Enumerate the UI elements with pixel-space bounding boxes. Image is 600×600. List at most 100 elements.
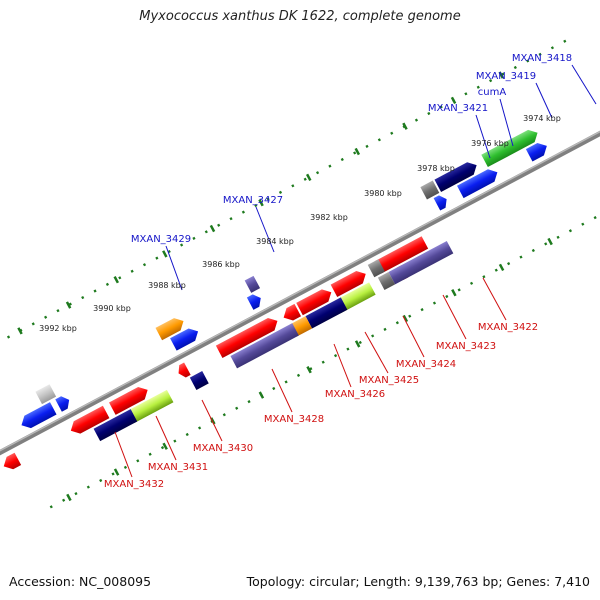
ruler-dot (68, 302, 72, 306)
gene-arrow-shape (371, 236, 429, 274)
ruler-dot (86, 485, 90, 489)
gene-left-grey (35, 384, 57, 405)
gene-mxan-3428-b (230, 323, 299, 369)
gene-blue-b (433, 195, 447, 211)
ruler-dot (118, 276, 122, 280)
ruler-dot (173, 439, 177, 443)
backbone-highlight (0, 130, 600, 452)
ruler-dot (56, 309, 60, 313)
ruler-label: 3978 kbp (417, 164, 455, 173)
ruler-dot (358, 340, 362, 345)
ruler-dot (99, 478, 103, 483)
ruler-tick (306, 366, 312, 374)
ruler-dot (395, 321, 399, 325)
gene-mxan-3428 (215, 317, 278, 359)
ruler-tick (305, 173, 312, 182)
ruler-dot (303, 177, 307, 181)
ruler-ticks (6, 39, 597, 509)
gene-mxan-3425-b (305, 297, 348, 329)
ruler-label: 3976 kbp (471, 139, 509, 148)
ruler-tick (498, 71, 504, 79)
leader-line (535, 82, 553, 119)
gene-mxan-3421 (420, 180, 440, 200)
ruler-dot (556, 235, 560, 239)
ruler-tick (547, 237, 553, 246)
ruler-tick (66, 493, 72, 502)
gene-mxan-3422-b (388, 241, 454, 285)
gene-label-top: MXAN_3418 (512, 53, 572, 64)
gene-arrow-shape (155, 318, 184, 341)
gene-label-top: cumA (478, 87, 507, 98)
ruler-dot (544, 242, 548, 246)
gene-mxan-3431-b (128, 389, 174, 423)
ruler-tick (402, 122, 408, 130)
leader-line (155, 415, 177, 461)
leader-line (364, 331, 389, 374)
gene-mxan-3425 (296, 289, 332, 316)
gene-arrow-shape (35, 384, 57, 405)
ruler-dot (390, 131, 394, 135)
ruler-dot (296, 373, 301, 377)
ruler-tick (17, 327, 23, 335)
leader-line (255, 206, 275, 253)
ruler-dot (439, 105, 443, 109)
ruler-tick (162, 250, 168, 258)
ruler-dot (180, 243, 184, 247)
ruler-dot (328, 164, 332, 168)
gene-arrow-shape (388, 241, 454, 285)
leader-line (482, 277, 507, 321)
gene-label-top: MXAN_3421 (428, 103, 488, 114)
gene-arrow-shape (246, 294, 261, 310)
ruler-dot (235, 406, 239, 410)
gene-mxan-3424 (330, 271, 366, 297)
leader-line (201, 399, 223, 442)
ruler-dot (507, 262, 511, 266)
ruler-dot (31, 322, 35, 326)
ruler-dot (160, 446, 165, 450)
ruler-label: 3988 kbp (148, 281, 186, 290)
ruler-dot (464, 92, 468, 96)
ruler-dot (192, 236, 196, 240)
ruler-dot (217, 223, 221, 227)
ruler-dot (538, 52, 542, 56)
gene-blue-a (525, 143, 547, 162)
ruler-label: 3990 kbp (93, 304, 131, 313)
map-title: Myxococcus xanthus DK 1622, complete gen… (139, 9, 461, 24)
ruler-tick (450, 96, 457, 105)
gene-arrow-shape (330, 271, 366, 297)
ruler-label: 3984 kbp (256, 237, 294, 246)
ruler-dot (81, 295, 85, 300)
ruler-tick (113, 276, 119, 284)
ruler-dot (167, 249, 171, 254)
ruler-tick (354, 340, 361, 348)
gene-label-bottom: MXAN_3423 (436, 341, 496, 352)
leader-line (499, 98, 514, 147)
gene-arrow-shape (55, 396, 70, 412)
gene-arrow-shape (170, 328, 199, 351)
ruler-dot (457, 288, 461, 292)
gene-arrow-shape (244, 275, 261, 293)
gene-mxan-3418 (481, 129, 538, 168)
gene-red-small-b (283, 303, 302, 321)
ruler-dot (531, 248, 535, 253)
ruler-dot (148, 452, 152, 456)
gene-arrow-shape (21, 402, 57, 429)
gene-arrow-shape (296, 289, 332, 316)
gene-mxan-3427-b (244, 275, 261, 293)
gene-label-bottom: MXAN_3426 (325, 389, 385, 400)
gene-arrow-shape (3, 452, 22, 470)
ruler-label: 3982 kbp (310, 213, 348, 222)
gene-arrow-shape (215, 317, 278, 359)
ruler-dot (353, 151, 357, 155)
ruler-tick (258, 391, 265, 399)
ruler-dot (333, 354, 338, 358)
ruler-dot (593, 216, 597, 220)
gene-mxan-3432-b (93, 409, 138, 442)
ruler-dot (371, 334, 375, 338)
gene-labels: MXAN_3418 MXAN_3419 cumA MXAN_3421 MXAN_3427… (104, 53, 572, 490)
ruler-dot (136, 459, 140, 463)
ruler-label: 3992 kbp (39, 324, 77, 333)
ruler-dot (489, 79, 493, 83)
ruler-dot (44, 315, 48, 319)
